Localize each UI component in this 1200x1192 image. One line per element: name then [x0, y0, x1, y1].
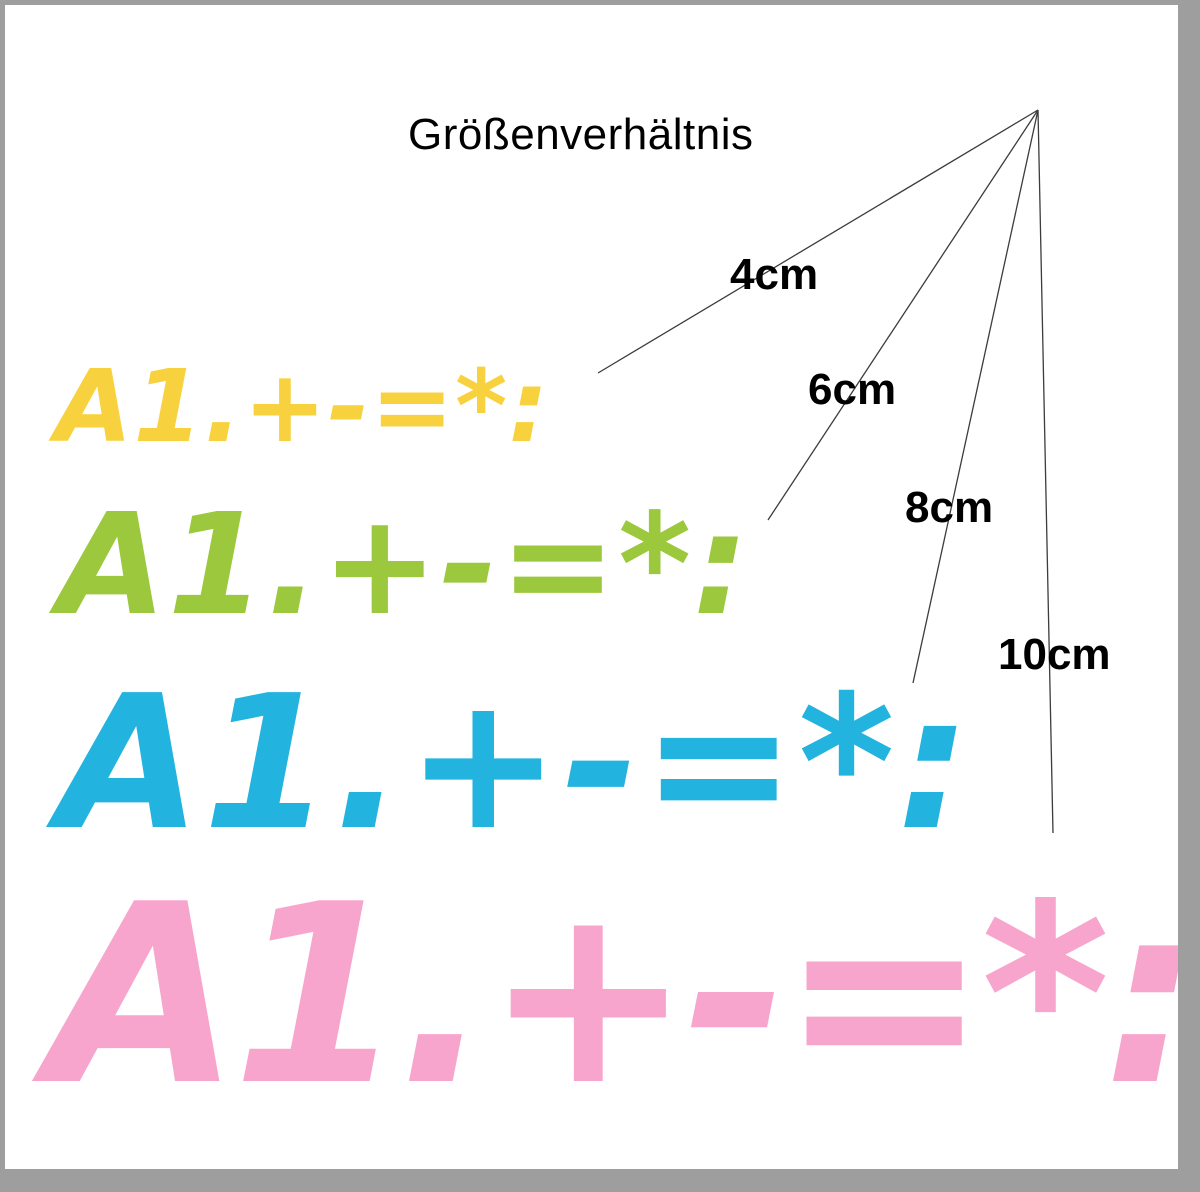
diagram-title: Größenverhältnis: [408, 110, 754, 159]
pointer-line-6cm: [767, 109, 1039, 521]
pointer-line-4cm: [597, 109, 1039, 374]
pointer-line-10cm: [1037, 109, 1054, 834]
sticker-sample-6cm: A1.+-=*:: [58, 484, 751, 647]
pointer-line-8cm: [912, 109, 1039, 684]
size-label-8cm: 8cm: [905, 483, 994, 532]
sticker-sample-8cm: A1.+-=*:: [58, 655, 973, 871]
size-pointer-lines: [597, 109, 1054, 834]
sticker-sample-10cm: A1.+-=*:: [48, 852, 1195, 1140]
sticker-sample-4cm: A1.+-=*:: [55, 348, 550, 465]
size-label-4cm: 4cm: [730, 250, 819, 299]
size-label-10cm: 10cm: [998, 630, 1111, 679]
size-label-6cm: 6cm: [808, 365, 897, 414]
